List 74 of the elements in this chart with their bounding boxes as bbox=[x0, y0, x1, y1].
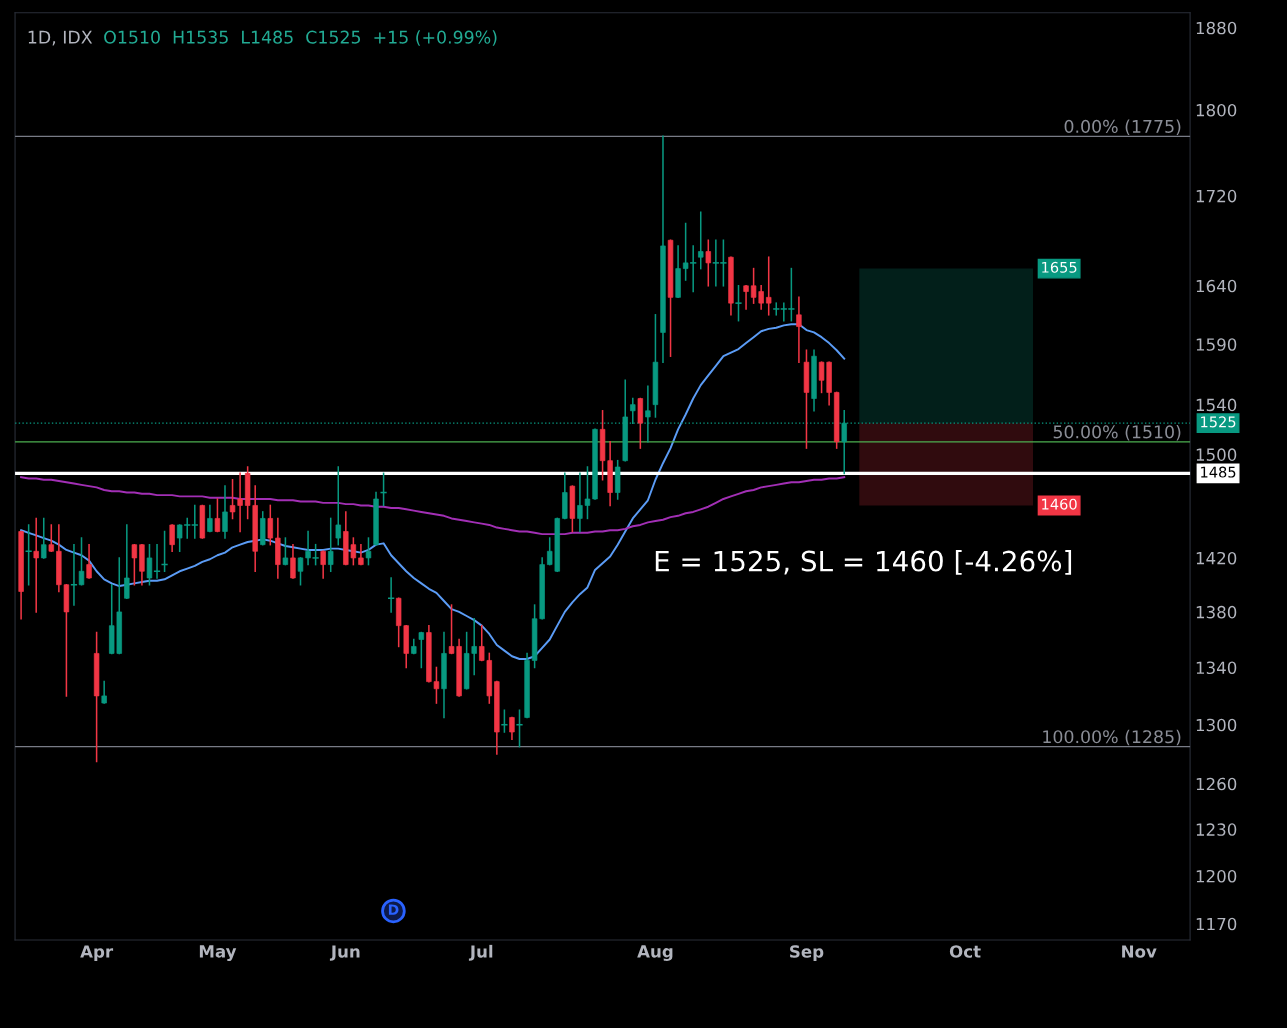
y-tick-label: 1540 bbox=[1196, 398, 1237, 412]
candlestick bbox=[191, 504, 198, 539]
y-tick-label: 1260 bbox=[1196, 777, 1237, 791]
y-tick-label: 1230 bbox=[1196, 823, 1237, 836]
candlestick bbox=[796, 296, 802, 363]
y-tick-label: 1420 bbox=[1196, 551, 1237, 565]
y-tick-label: 1800 bbox=[1196, 103, 1237, 117]
candlestick bbox=[41, 517, 47, 559]
x-tick-label: Apr bbox=[80, 945, 114, 961]
candlestick bbox=[124, 524, 130, 600]
x-tick-label: Sep bbox=[790, 945, 824, 961]
candlestick bbox=[267, 504, 273, 546]
x-tick-label: Jun bbox=[329, 945, 360, 961]
candlestick bbox=[516, 709, 523, 748]
y-tick-label: 1340 bbox=[1196, 661, 1237, 675]
candlestick bbox=[509, 716, 515, 741]
y-tick-label: 1170 bbox=[1196, 917, 1237, 931]
x-tick-label: Nov bbox=[1122, 945, 1157, 958]
band-label: 1655 bbox=[1042, 261, 1077, 273]
annotation: 0.00% (1775) bbox=[1064, 119, 1181, 136]
x-tick-label: May bbox=[199, 945, 237, 961]
candlestick bbox=[335, 466, 341, 546]
annotation: E = 1525, SL = 1460 [-4.26%] bbox=[655, 550, 1072, 575]
candlestick bbox=[131, 543, 138, 586]
candlestick bbox=[773, 302, 780, 316]
candlestick bbox=[380, 472, 387, 507]
candlestick bbox=[766, 256, 772, 316]
candlestick bbox=[222, 485, 228, 539]
y-tick-label: 1590 bbox=[1196, 338, 1237, 351]
candlestick bbox=[169, 524, 175, 553]
candlestick bbox=[743, 285, 749, 310]
candlestick bbox=[418, 631, 425, 669]
candlestick bbox=[305, 530, 311, 566]
annotation: 50.00% (1510) bbox=[1053, 425, 1181, 441]
candlestick bbox=[290, 543, 296, 579]
candlestick bbox=[735, 285, 742, 322]
candlestick bbox=[33, 517, 39, 613]
annotation: D bbox=[388, 904, 399, 915]
band-label: 1460 bbox=[1042, 498, 1077, 510]
candlestick bbox=[207, 504, 213, 533]
candlestick bbox=[328, 517, 334, 573]
text: O1510 H1535 L1485 C1525 +15 (+0.99%) bbox=[104, 30, 497, 46]
candlestick bbox=[282, 537, 289, 566]
candlestick bbox=[86, 543, 92, 579]
x-tick-label: Oct bbox=[949, 945, 981, 958]
y-tick-label: 1640 bbox=[1196, 279, 1237, 293]
candlestick bbox=[48, 524, 54, 553]
candlestick bbox=[78, 537, 85, 586]
x-tick-label: Jul bbox=[468, 944, 493, 961]
text: 1D, IDX bbox=[28, 30, 93, 46]
candlestick bbox=[297, 557, 304, 586]
candlestick bbox=[358, 543, 364, 566]
y-tick-label: 1380 bbox=[1196, 605, 1237, 619]
y-tick-label: 1720 bbox=[1196, 189, 1237, 203]
candlestick bbox=[101, 680, 107, 704]
annotation: 100.00% (1285) bbox=[1043, 729, 1181, 746]
line-series bbox=[20, 476, 846, 536]
ref-line-label: 1485 bbox=[1201, 466, 1236, 478]
candlestick bbox=[146, 543, 153, 586]
y-tick-label: 1200 bbox=[1196, 869, 1237, 883]
candlestick bbox=[312, 543, 319, 566]
candlestick bbox=[501, 709, 508, 733]
candlestick bbox=[214, 498, 221, 533]
candlestick bbox=[320, 550, 326, 579]
y-tick-label: 1880 bbox=[1196, 21, 1237, 35]
candlestick bbox=[705, 239, 711, 287]
candlestick bbox=[698, 211, 704, 270]
y-tick-label: 1500 bbox=[1196, 448, 1237, 461]
x-tick-label: Aug bbox=[637, 945, 673, 961]
candlestick bbox=[161, 530, 168, 573]
candlestick bbox=[365, 537, 372, 566]
y-tick-label: 1300 bbox=[1196, 718, 1237, 732]
candlestick bbox=[388, 577, 395, 613]
ref-line-label: 1525 bbox=[1201, 416, 1236, 428]
